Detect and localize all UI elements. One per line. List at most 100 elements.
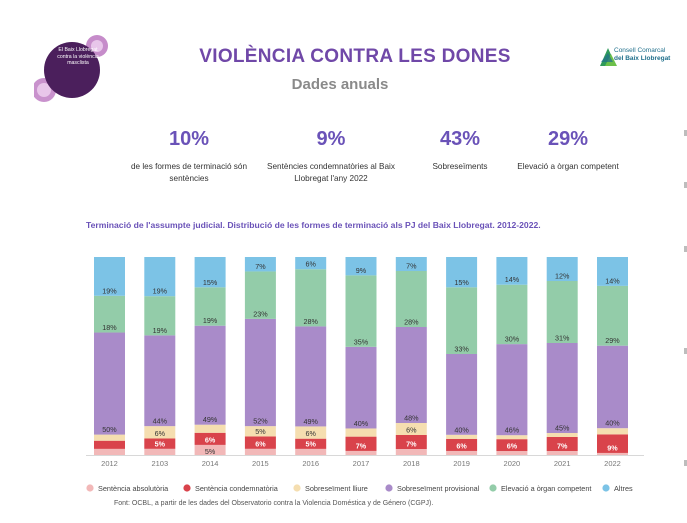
edge-mark <box>684 130 687 136</box>
data-label: 6% <box>507 442 518 451</box>
x-tick-label: 2021 <box>554 459 571 468</box>
bar-segment <box>194 287 226 326</box>
legend-label: Altres <box>614 484 633 493</box>
x-tick-label: 2022 <box>604 459 621 468</box>
bar-segment <box>496 284 528 345</box>
bar-segment <box>446 438 478 451</box>
bar-segment <box>446 434 478 439</box>
bar-segment <box>395 257 427 271</box>
data-label: 29% <box>605 336 620 345</box>
bar-segment <box>345 436 377 451</box>
bar-segment <box>244 271 276 319</box>
legend-swatch <box>86 484 94 492</box>
data-label: 31% <box>555 334 570 343</box>
bar-segment <box>496 439 528 452</box>
bar-segment <box>194 325 226 425</box>
bar-segment <box>345 346 377 429</box>
data-label: 5% <box>255 427 266 436</box>
bar-segment <box>395 327 427 423</box>
x-tick-label: 2019 <box>453 459 470 468</box>
bar-segment <box>546 257 578 281</box>
data-label: 6% <box>406 426 417 435</box>
data-label: 49% <box>203 415 218 424</box>
stat-sobreseiments: 43% Sobreseïments <box>410 128 510 173</box>
bar-segment <box>295 326 327 427</box>
data-label: 49% <box>304 417 319 426</box>
x-tick-label: 2014 <box>202 459 219 468</box>
legend-swatch <box>489 484 497 492</box>
legend-swatch <box>602 484 610 492</box>
data-label: 5% <box>155 439 166 448</box>
data-label: 14% <box>505 275 520 284</box>
bar-segment <box>244 257 276 272</box>
logo-right-line2: del Baix Llobregat <box>614 54 671 62</box>
bar-segment <box>597 452 628 455</box>
data-label: 35% <box>354 337 369 346</box>
data-label: 7% <box>356 441 367 450</box>
data-label: 40% <box>354 419 369 428</box>
bar-segment <box>446 450 478 455</box>
bar-segment <box>94 440 125 449</box>
data-label: 14% <box>605 276 620 285</box>
bar-segment <box>546 281 578 343</box>
stat-elevacio: 29% Elevació a òrgan competent <box>506 128 630 173</box>
stat-sentencies: 10% de les formes de terminació són sent… <box>114 128 264 185</box>
bar-segment <box>597 434 628 453</box>
data-label: 9% <box>356 266 367 275</box>
bar-segment <box>94 295 125 333</box>
data-label: 50% <box>102 425 117 434</box>
source-note: Font: OCBL, a partir de les dades del Ob… <box>114 500 434 507</box>
data-label: 15% <box>203 278 218 287</box>
bar-segment <box>597 285 628 346</box>
bar-segment <box>244 318 276 427</box>
bar-segment <box>546 451 578 455</box>
bar-segment <box>395 271 427 327</box>
bar-segment <box>244 436 276 449</box>
legend-swatch <box>385 484 393 492</box>
bar-segment <box>446 353 478 435</box>
bar-segment <box>94 434 125 441</box>
bar-segment <box>194 257 226 288</box>
legend-label: Elevació a òrgan competent <box>501 484 591 493</box>
data-label: 6% <box>456 441 467 450</box>
bar-segment <box>395 423 427 435</box>
legend-label: Sentència absolutòria <box>98 484 169 493</box>
data-label: 23% <box>253 309 268 318</box>
bar-segment <box>295 448 327 455</box>
data-label: 45% <box>555 424 570 433</box>
bar-segment <box>194 424 226 433</box>
bar-segment <box>144 448 176 455</box>
bar-segment <box>496 344 528 436</box>
x-tick-label: 2018 <box>403 459 420 468</box>
data-label: 28% <box>404 318 419 327</box>
x-tick-label: 2016 <box>302 459 319 468</box>
page-title: VIOLÈNCIA CONTRA LES DONES <box>199 46 511 67</box>
stat-value: 43% <box>439 128 481 150</box>
bar-segment <box>94 332 125 435</box>
data-label: 7% <box>557 442 568 451</box>
edge-mark <box>684 246 687 252</box>
legend-swatch <box>183 484 191 492</box>
x-tick-label: 2012 <box>101 459 118 468</box>
bar-segment <box>144 257 176 297</box>
bar-segment <box>597 428 628 435</box>
bar-segment <box>546 343 578 433</box>
bar-segment <box>345 450 377 455</box>
bar-segment <box>496 451 528 455</box>
stat-label: Sentències condemnatòries al Baix Llobre… <box>267 162 395 183</box>
legend-swatch <box>293 484 301 492</box>
data-label: 19% <box>153 326 168 335</box>
legend-label: Sobreseïment provisional <box>397 484 480 493</box>
bar-segment <box>546 437 578 451</box>
edge-mark <box>684 348 687 354</box>
bar-segment <box>144 438 176 449</box>
stat-sentencies-condemnatories: 9% Sentències condemnatòries al Baix Llo… <box>266 128 396 185</box>
bar-segment <box>546 433 578 437</box>
bar-segment <box>446 287 478 354</box>
data-label: 7% <box>406 440 417 449</box>
stat-label: Elevació a òrgan competent <box>517 162 619 171</box>
bar-segment <box>144 296 176 336</box>
bar-segment <box>395 435 427 449</box>
bar-segment <box>597 345 628 429</box>
x-tick-label: 2020 <box>504 459 521 468</box>
